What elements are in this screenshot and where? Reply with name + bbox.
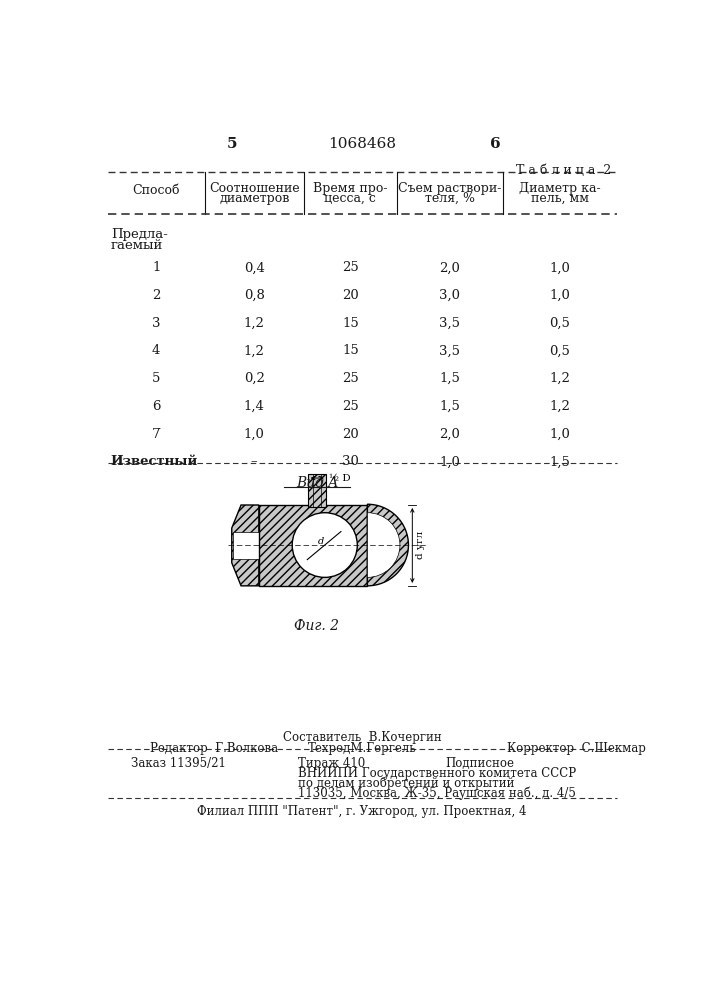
Text: 3,5: 3,5 — [440, 317, 460, 330]
Text: 1,0: 1,0 — [549, 261, 571, 274]
Text: 1,4: 1,4 — [244, 400, 264, 413]
Text: 15: 15 — [342, 344, 358, 358]
Text: Заказ 11395/21: Заказ 11395/21 — [131, 757, 226, 770]
Text: 0,5: 0,5 — [549, 317, 571, 330]
Text: по делам изобретений и открытий: по делам изобретений и открытий — [298, 777, 514, 790]
Text: 1: 1 — [152, 261, 160, 274]
Text: 6: 6 — [152, 400, 160, 413]
Text: ½ D: ½ D — [329, 474, 351, 483]
Text: Время про-: Время про- — [313, 182, 387, 195]
Text: Способ: Способ — [132, 184, 180, 197]
Text: 1,0: 1,0 — [549, 428, 571, 441]
Text: 1068468: 1068468 — [328, 137, 396, 151]
Text: Т а б л и ц а  2: Т а б л и ц а 2 — [516, 164, 612, 177]
Text: 1,0: 1,0 — [440, 455, 460, 468]
Text: Соотношение: Соотношение — [209, 182, 300, 195]
Text: 25: 25 — [342, 372, 358, 385]
Text: Корректор  С.Шекмар: Корректор С.Шекмар — [507, 742, 645, 755]
Wedge shape — [368, 513, 400, 577]
Text: 20: 20 — [342, 428, 358, 441]
Text: 1,2: 1,2 — [244, 344, 264, 358]
Text: 7̅: 7̅ — [152, 428, 160, 441]
Text: 1,5: 1,5 — [440, 400, 460, 413]
Text: диаметров: диаметров — [219, 192, 289, 205]
Text: Известный: Известный — [111, 455, 198, 468]
Text: 30: 30 — [342, 455, 358, 468]
Text: 3,5: 3,5 — [440, 344, 460, 358]
Text: 5: 5 — [152, 372, 160, 385]
Text: 1,5: 1,5 — [549, 455, 571, 468]
Text: Предла-: Предла- — [111, 228, 168, 241]
Text: d угл: d угл — [416, 531, 425, 559]
Text: 0,8: 0,8 — [244, 289, 264, 302]
Bar — [308, 474, 327, 507]
Wedge shape — [368, 504, 409, 586]
Text: цесса, с: цесса, с — [325, 192, 376, 205]
Text: Диаметр ка-: Диаметр ка- — [519, 182, 601, 195]
Text: Фиг. 2: Фиг. 2 — [295, 619, 339, 633]
Text: гаемый: гаемый — [111, 239, 163, 252]
Text: 1,2: 1,2 — [549, 400, 571, 413]
Text: 3: 3 — [152, 317, 160, 330]
Text: ТехредМ.Гергель: ТехредМ.Гергель — [308, 742, 416, 755]
Text: 3,0: 3,0 — [440, 289, 460, 302]
Text: –: – — [251, 455, 257, 468]
Text: 0,4: 0,4 — [244, 261, 264, 274]
Text: 5: 5 — [226, 137, 237, 151]
Text: 0,5: 0,5 — [549, 344, 571, 358]
Text: 6: 6 — [490, 137, 501, 151]
Text: 1,5: 1,5 — [440, 372, 460, 385]
Text: Подписное: Подписное — [445, 757, 514, 770]
Text: теля, %: теля, % — [425, 192, 475, 205]
Text: 1,2: 1,2 — [549, 372, 571, 385]
Polygon shape — [232, 505, 259, 586]
Text: 1,0: 1,0 — [549, 289, 571, 302]
Text: Филиал ППП "Патент", г. Ужгород, ул. Проектная, 4: Филиал ППП "Патент", г. Ужгород, ул. Про… — [197, 805, 527, 818]
Circle shape — [292, 513, 357, 577]
Text: 1,0: 1,0 — [244, 428, 264, 441]
Text: 2,0: 2,0 — [440, 428, 460, 441]
Text: 25: 25 — [342, 261, 358, 274]
Text: Тираж 410: Тираж 410 — [298, 757, 365, 770]
Text: Составитель  В.Кочергин: Составитель В.Кочергин — [283, 731, 441, 744]
Text: 15: 15 — [342, 317, 358, 330]
Text: 2: 2 — [152, 289, 160, 302]
Text: 25: 25 — [342, 400, 358, 413]
Polygon shape — [233, 532, 259, 559]
Text: Вид A: Вид A — [296, 476, 338, 490]
Text: 113035, Москва, Ж-35, Раушская наб., д. 4/5: 113035, Москва, Ж-35, Раушская наб., д. … — [298, 787, 575, 800]
Text: ВНИИПИ Государственного комитета СССР: ВНИИПИ Государственного комитета СССР — [298, 767, 575, 780]
Text: 2,0: 2,0 — [440, 261, 460, 274]
Text: d: d — [317, 537, 324, 546]
Text: 1,2: 1,2 — [244, 317, 264, 330]
Text: 20: 20 — [342, 289, 358, 302]
Text: 0,2: 0,2 — [244, 372, 264, 385]
Text: Съем раствори-: Съем раствори- — [398, 182, 501, 195]
Text: пель, мм: пель, мм — [531, 192, 589, 205]
Text: Редактор  Г.Волкова: Редактор Г.Волкова — [151, 742, 279, 755]
Text: 4: 4 — [152, 344, 160, 358]
Bar — [259, 505, 368, 586]
